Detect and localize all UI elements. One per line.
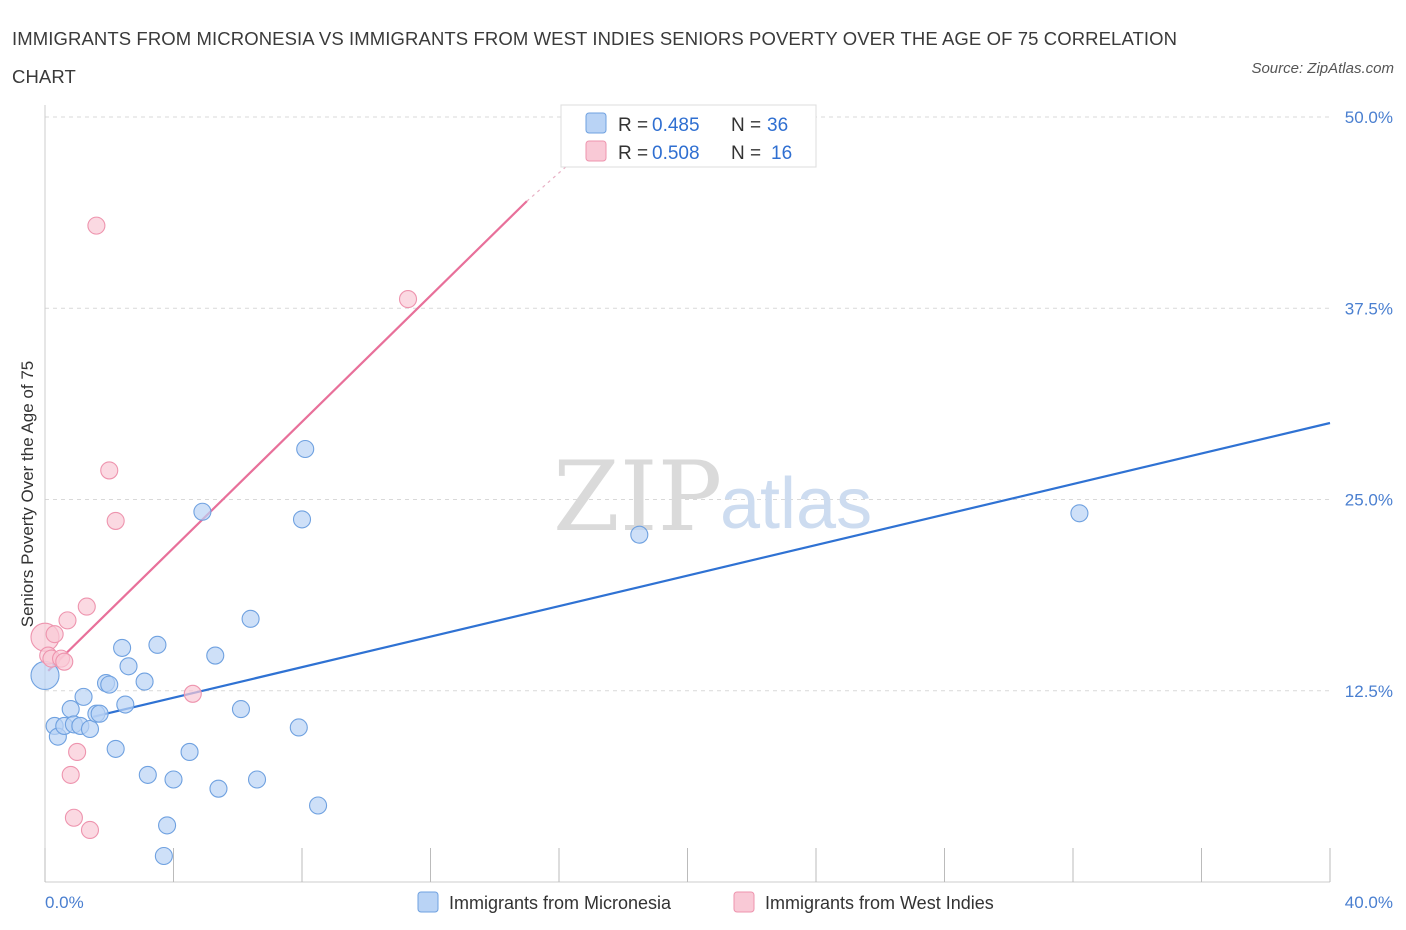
chart-title: IMMIGRANTS FROM MICRONESIA VS IMMIGRANTS… xyxy=(12,28,1178,87)
x-tick-labels: 0.0% 40.0% xyxy=(45,893,1393,912)
point-blue-35 xyxy=(1070,504,1089,523)
point-blue-14 xyxy=(113,638,132,657)
point-pink-11 xyxy=(80,820,100,840)
data-points xyxy=(30,216,1089,866)
point-pink-8 xyxy=(64,808,83,827)
point-blue-16 xyxy=(119,657,138,676)
y-tick-label-2: 37.5% xyxy=(1345,299,1393,318)
point-blue-25 xyxy=(206,646,225,665)
point-blue-22 xyxy=(164,770,183,789)
y-tick-label-3: 50.0% xyxy=(1345,108,1393,127)
series-legend: Immigrants from Micronesia Immigrants fr… xyxy=(417,891,994,913)
watermark: ZIP atlas xyxy=(553,441,872,553)
legend-r-value-west-indies: 0.508 xyxy=(652,143,700,164)
bottom-legend-swatch-micronesia xyxy=(417,891,439,913)
point-blue-20 xyxy=(154,846,173,866)
trendlines xyxy=(47,144,1331,718)
point-pink-7 xyxy=(61,765,80,784)
point-blue-24 xyxy=(193,502,212,521)
correlation-legend: R = 0.485 N = 36 R = 0.508 N = 16 xyxy=(560,104,817,168)
legend-r-label-micronesia: R = xyxy=(618,115,648,136)
point-pink-10 xyxy=(77,597,96,616)
point-blue-18 xyxy=(138,765,157,784)
point-blue-27 xyxy=(231,700,251,719)
point-blue-12 xyxy=(100,675,119,694)
point-pink-14 xyxy=(106,511,125,530)
point-blue-23 xyxy=(180,742,199,762)
y-axis-title: Seniors Poverty Over the Age of 75 xyxy=(18,361,37,627)
point-blue-26 xyxy=(209,779,228,798)
y-tick-label-1: 25.0% xyxy=(1345,491,1393,510)
point-pink-3 xyxy=(45,625,64,644)
legend-n-value-west-indies: 16 xyxy=(771,143,792,164)
point-blue-10 xyxy=(90,704,109,723)
point-pink-13 xyxy=(100,461,119,480)
watermark-atlas: atlas xyxy=(720,464,872,544)
bottom-legend-label-west-indies: Immigrants from West Indies xyxy=(765,893,994,913)
legend-n-value-micronesia: 36 xyxy=(767,115,788,136)
point-blue-28 xyxy=(241,609,260,628)
bottom-legend-swatch-west-indies xyxy=(733,891,755,913)
point-blue-15 xyxy=(116,695,135,714)
point-pink-12 xyxy=(87,216,106,235)
point-blue-13 xyxy=(106,739,125,758)
point-blue-21 xyxy=(158,816,177,835)
point-blue-29 xyxy=(247,770,267,789)
x-tick-label-max: 40.0% xyxy=(1345,893,1393,912)
y-tick-labels: 12.5% 25.0% 37.5% 50.0% xyxy=(1345,108,1393,701)
legend-swatch-west-indies xyxy=(585,140,607,162)
point-blue-30 xyxy=(289,718,308,737)
point-blue-33 xyxy=(309,796,328,815)
point-pink-9 xyxy=(68,742,87,762)
axes xyxy=(44,105,1331,883)
legend-r-value-micronesia: 0.485 xyxy=(652,115,700,136)
point-blue-34 xyxy=(630,525,649,544)
point-blue-19 xyxy=(148,635,167,654)
point-blue-8 xyxy=(80,719,100,739)
point-pink-5 xyxy=(55,652,74,671)
point-pink-16 xyxy=(398,290,418,309)
trendline-pink xyxy=(47,200,528,672)
point-pink-6 xyxy=(58,611,77,630)
point-blue-17 xyxy=(135,672,154,691)
source-label: Source: ZipAtlas.com xyxy=(1251,60,1394,77)
y-tick-label-0: 12.5% xyxy=(1345,682,1393,701)
point-blue-4 xyxy=(61,700,80,719)
bottom-legend-label-micronesia: Immigrants from Micronesia xyxy=(449,893,672,913)
legend-n-label-micronesia: N = xyxy=(731,115,761,136)
point-blue-31 xyxy=(292,510,312,529)
legend-n-label-west-indies: N = xyxy=(731,143,761,164)
x-tick-label-min: 0.0% xyxy=(45,893,84,912)
trendline-blue xyxy=(92,421,1331,718)
point-pink-15 xyxy=(183,684,202,703)
point-blue-7 xyxy=(74,687,93,706)
legend-swatch-micronesia xyxy=(585,112,607,134)
legend-r-label-west-indies: R = xyxy=(618,143,648,164)
point-blue-32 xyxy=(296,439,315,459)
gridlines xyxy=(45,116,1330,692)
